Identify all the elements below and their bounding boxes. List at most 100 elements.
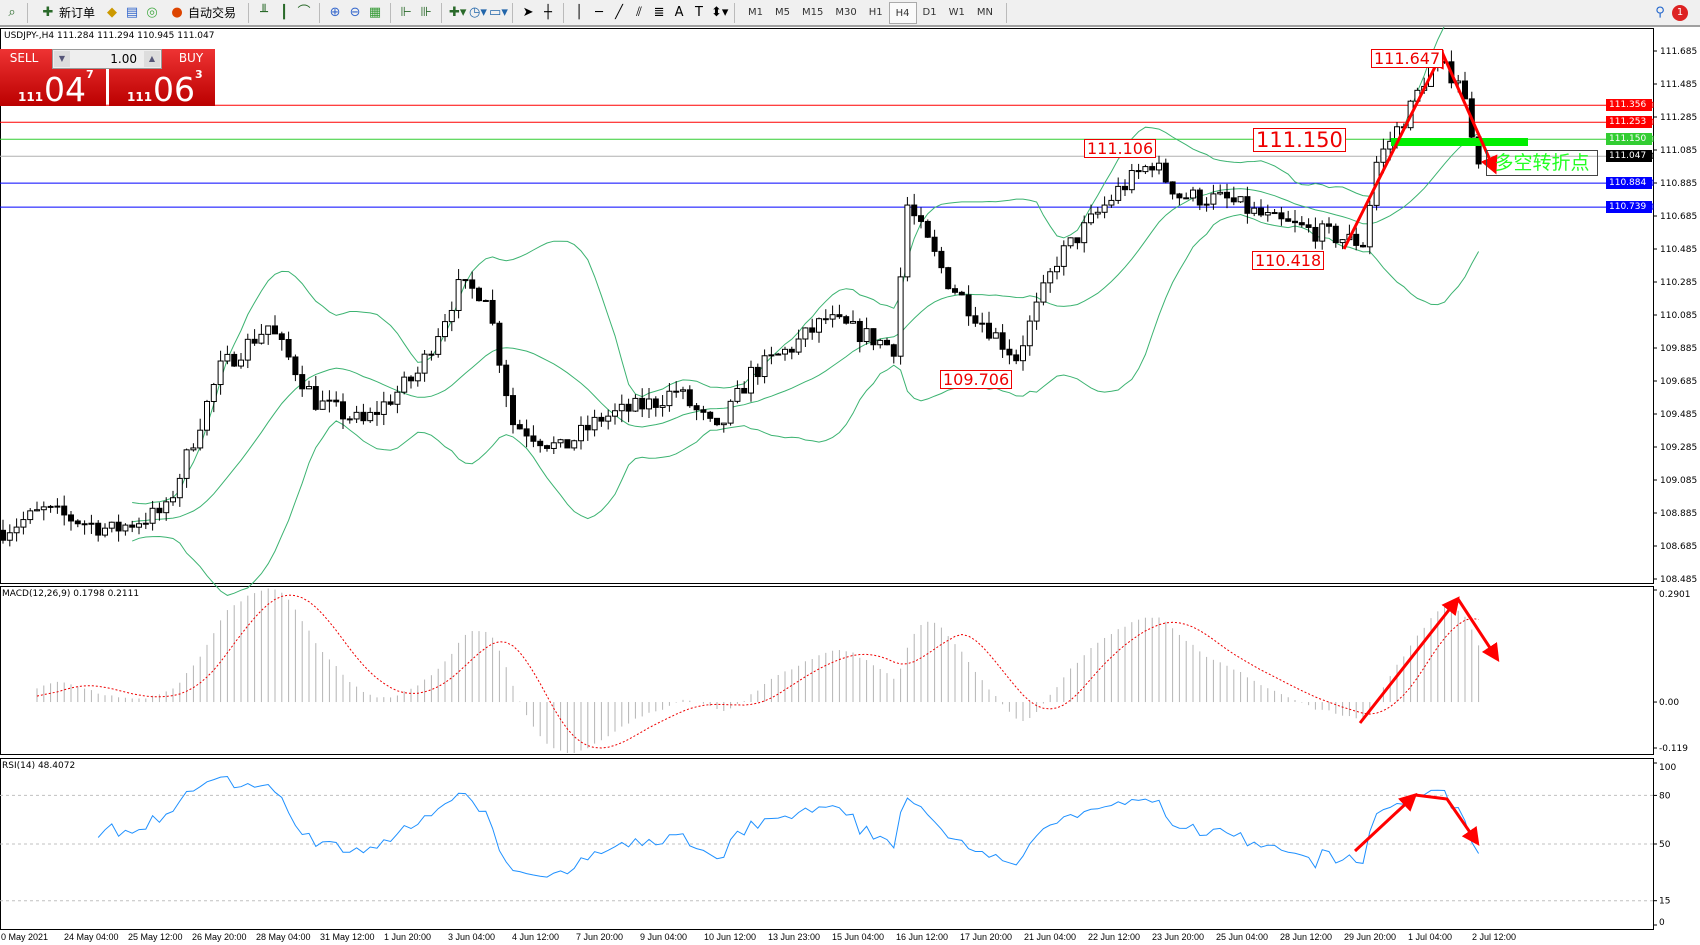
auto-trading-button[interactable]: ● 自动交易 xyxy=(164,2,241,24)
bear-candle xyxy=(1298,222,1305,226)
timeframe-mn[interactable]: MN xyxy=(976,6,993,18)
bull-candle xyxy=(1156,162,1162,171)
bull-candle xyxy=(319,400,326,410)
bull-candle xyxy=(102,527,108,536)
text-icon[interactable]: A xyxy=(674,4,684,20)
annotation-high[interactable]: 111.647 xyxy=(1371,49,1444,68)
notifications-badge[interactable]: 1 xyxy=(1672,4,1688,21)
bar-chart-icon[interactable]: ╨ xyxy=(260,4,268,20)
indicators-icon[interactable]: ✚▾ xyxy=(449,4,467,20)
tile-windows-icon[interactable]: ▦ xyxy=(368,4,382,20)
bull-candle xyxy=(54,505,61,508)
main-up-arrow xyxy=(1342,49,1444,250)
sell-button[interactable]: SELL 111 04 7 xyxy=(0,49,106,109)
search-icon[interactable]: ⚲ xyxy=(1655,4,1665,20)
sell-price-sup: 7 xyxy=(86,68,94,81)
sell-label: SELL xyxy=(9,51,39,65)
text-label-icon[interactable]: T xyxy=(695,4,703,20)
time-label: 0 May 2021 xyxy=(1,932,49,942)
bear-candle xyxy=(1326,223,1332,227)
bull-candle xyxy=(183,449,190,479)
lot-increase-button[interactable]: ▲ xyxy=(144,51,160,67)
time-label: 1 Jun 20:00 xyxy=(384,932,432,942)
time-label: 4 Jun 12:00 xyxy=(512,932,560,942)
price-tick-label: 110.085 xyxy=(1660,311,1697,321)
bull-candle xyxy=(591,416,598,431)
lot-decrease-button[interactable]: ▼ xyxy=(54,51,70,67)
bear-candle xyxy=(952,288,958,293)
bull-candle xyxy=(421,353,428,374)
trendline-icon[interactable]: ╱ xyxy=(615,4,623,20)
periods-icon[interactable]: ◷▾ xyxy=(469,4,487,20)
fibonacci-icon[interactable]: ≣ xyxy=(653,4,665,20)
bear-candle xyxy=(911,204,918,217)
equidistant-channel-icon[interactable]: ⫽ xyxy=(636,4,642,20)
market-watch-icon[interactable]: ◆ xyxy=(107,4,118,20)
vertical-line-icon[interactable]: │ xyxy=(575,4,583,20)
bull-candle xyxy=(326,399,333,402)
bull-candle xyxy=(176,477,183,499)
rsi-tick-label: 100 xyxy=(1659,763,1676,773)
bull-candle xyxy=(224,353,231,362)
price-level-label: 111.047 xyxy=(1606,150,1652,163)
macd-tick-label: 0.2901 xyxy=(1659,590,1691,600)
new-order-button[interactable]: ✚ 新订单 xyxy=(35,2,100,24)
lot-value: 1.00 xyxy=(110,52,137,66)
time-label: 7 Jun 20:00 xyxy=(576,932,624,942)
bear-candle xyxy=(1292,220,1298,224)
bear-candle xyxy=(346,418,353,421)
time-label: 26 May 20:00 xyxy=(192,932,247,942)
timeframe-m1[interactable]: M1 xyxy=(748,6,764,18)
annotation-swing-high[interactable]: 111.106 xyxy=(1084,139,1157,158)
time-label: 16 Jun 12:00 xyxy=(896,932,949,942)
zoom-in-icon[interactable]: ⊕ xyxy=(329,4,341,20)
turning-point-label[interactable]: 多空转折点 xyxy=(1486,150,1598,176)
bull-candle xyxy=(1026,320,1033,347)
bear-candle xyxy=(1285,218,1292,222)
crosshair-icon[interactable]: ┼ xyxy=(544,4,552,20)
timeframe-h4[interactable]: H4 xyxy=(888,1,917,24)
chart-shift-icon[interactable]: ⊪ xyxy=(420,4,432,20)
rsi-up-arrow xyxy=(1353,792,1418,853)
rsi-tick-label: 80 xyxy=(1659,791,1671,801)
cursor-icon[interactable]: ➤ xyxy=(522,4,534,20)
bear-candle xyxy=(68,514,74,522)
timeframe-w1[interactable]: W1 xyxy=(948,6,965,18)
chart-symbol-header: USDJPY-,H4 111.284 111.294 110.945 111.0… xyxy=(4,31,215,41)
bull-candle xyxy=(1020,345,1026,362)
timeframe-h1[interactable]: H1 xyxy=(868,6,883,18)
price-tick-label: 111.285 xyxy=(1660,113,1697,123)
templates-icon[interactable]: ▭▾ xyxy=(489,4,508,20)
zoom-out-icon[interactable]: ⊖ xyxy=(349,4,361,20)
bull-candle xyxy=(802,327,809,340)
time-label: 23 Jun 20:00 xyxy=(1152,932,1205,942)
bull-candle xyxy=(448,309,455,323)
timeframe-d1[interactable]: D1 xyxy=(922,6,937,18)
bull-candle xyxy=(1380,148,1387,163)
arrows-icon[interactable]: ⬍▾ xyxy=(711,4,729,20)
bull-candle xyxy=(190,447,197,451)
separator xyxy=(512,2,514,23)
bull-candle xyxy=(1067,237,1074,247)
timeframe-m5[interactable]: M5 xyxy=(775,6,791,18)
horizontal-line-icon[interactable]: ─ xyxy=(595,4,603,20)
annotation-low[interactable]: 109.706 xyxy=(940,370,1013,389)
search-icon[interactable]: ⌕ xyxy=(8,4,16,20)
annotation-swing-low[interactable]: 110.418 xyxy=(1252,251,1325,270)
bull-candle xyxy=(163,501,170,514)
bull-candle xyxy=(394,391,401,405)
auto-scroll-icon[interactable]: ⊩ xyxy=(400,4,412,20)
timeframe-m30[interactable]: M30 xyxy=(835,6,857,18)
bear-candle xyxy=(462,279,469,282)
annotation-pivot[interactable]: 111.150 xyxy=(1253,128,1346,152)
signals-icon[interactable]: ◎ xyxy=(146,4,158,20)
candlestick-chart-icon[interactable]: ┃ xyxy=(280,4,288,20)
line-chart-icon[interactable]: ⌒ xyxy=(297,4,311,20)
timeframe-m15[interactable]: M15 xyxy=(802,6,824,18)
bear-candle xyxy=(95,522,102,536)
bear-candle xyxy=(496,322,503,366)
bear-candle xyxy=(700,409,707,413)
lot-size-input[interactable]: ▼ 1.00 ▲ xyxy=(52,49,162,69)
navigator-icon[interactable]: ▤ xyxy=(125,4,139,20)
